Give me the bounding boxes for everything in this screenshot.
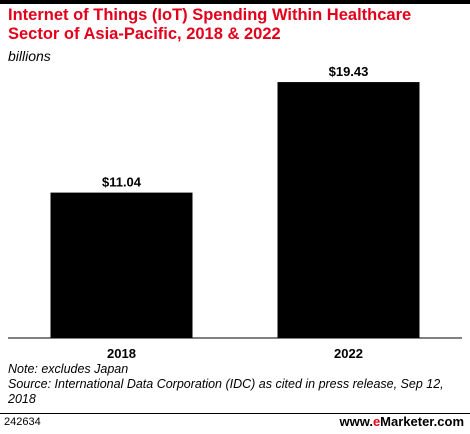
x-tick-2018: 2018 bbox=[107, 346, 136, 360]
data-label-2018: $11.04 bbox=[102, 175, 142, 190]
x-tick-2022: 2022 bbox=[334, 346, 363, 360]
chart-subtitle: billions bbox=[8, 48, 51, 64]
chart-notes: Note: excludes Japan Source: Internation… bbox=[8, 362, 463, 407]
footer-rule bbox=[0, 413, 470, 414]
brand-e: e bbox=[372, 414, 381, 429]
note-text: Note: excludes Japan bbox=[8, 362, 129, 376]
bar-2018 bbox=[50, 192, 193, 338]
emarketer-logo: www.eMarketer.com bbox=[339, 414, 464, 429]
top-rule bbox=[0, 0, 470, 4]
chart-title: Internet of Things (IoT) Spending Within… bbox=[8, 6, 412, 43]
bar-chart: $11.04 2018 $19.43 2022 bbox=[8, 64, 462, 360]
source-text: Source: International Data Corporation (… bbox=[8, 377, 444, 406]
chart-id: 242634 bbox=[4, 416, 41, 428]
bar-2022 bbox=[277, 82, 420, 338]
brand-suffix: .com bbox=[433, 414, 464, 429]
brand-prefix: www. bbox=[339, 414, 373, 429]
data-label-2022: $19.43 bbox=[329, 64, 369, 79]
brand-rest: Marketer bbox=[380, 414, 434, 429]
